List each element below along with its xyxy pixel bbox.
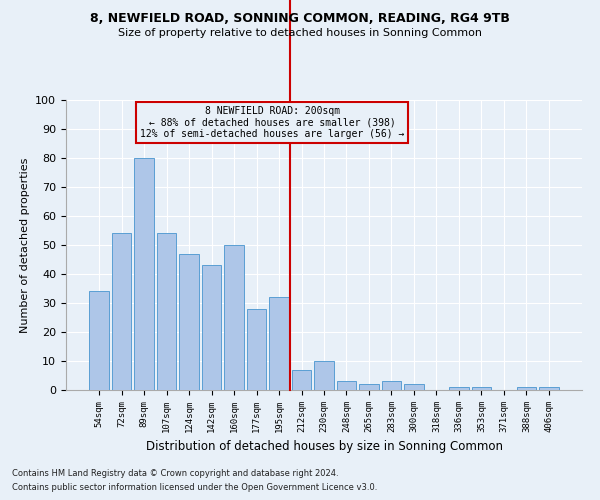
Text: 8, NEWFIELD ROAD, SONNING COMMON, READING, RG4 9TB: 8, NEWFIELD ROAD, SONNING COMMON, READIN… bbox=[90, 12, 510, 26]
Bar bbox=[89, 292, 109, 390]
Bar bbox=[449, 387, 469, 390]
Bar bbox=[539, 387, 559, 390]
Bar bbox=[337, 382, 356, 390]
Bar bbox=[269, 297, 289, 390]
Bar bbox=[382, 382, 401, 390]
Text: 8 NEWFIELD ROAD: 200sqm
← 88% of detached houses are smaller (398)
12% of semi-d: 8 NEWFIELD ROAD: 200sqm ← 88% of detache… bbox=[140, 106, 404, 139]
Bar bbox=[404, 384, 424, 390]
Text: Contains HM Land Registry data © Crown copyright and database right 2024.: Contains HM Land Registry data © Crown c… bbox=[12, 468, 338, 477]
Bar bbox=[517, 387, 536, 390]
Bar bbox=[472, 387, 491, 390]
Bar bbox=[224, 245, 244, 390]
Bar bbox=[292, 370, 311, 390]
Bar bbox=[314, 361, 334, 390]
Bar bbox=[134, 158, 154, 390]
Bar bbox=[202, 266, 221, 390]
Bar bbox=[112, 234, 131, 390]
Bar bbox=[247, 309, 266, 390]
Bar bbox=[179, 254, 199, 390]
Text: Size of property relative to detached houses in Sonning Common: Size of property relative to detached ho… bbox=[118, 28, 482, 38]
Bar bbox=[359, 384, 379, 390]
Text: Contains public sector information licensed under the Open Government Licence v3: Contains public sector information licen… bbox=[12, 484, 377, 492]
X-axis label: Distribution of detached houses by size in Sonning Common: Distribution of detached houses by size … bbox=[146, 440, 503, 454]
Y-axis label: Number of detached properties: Number of detached properties bbox=[20, 158, 30, 332]
Bar bbox=[157, 234, 176, 390]
